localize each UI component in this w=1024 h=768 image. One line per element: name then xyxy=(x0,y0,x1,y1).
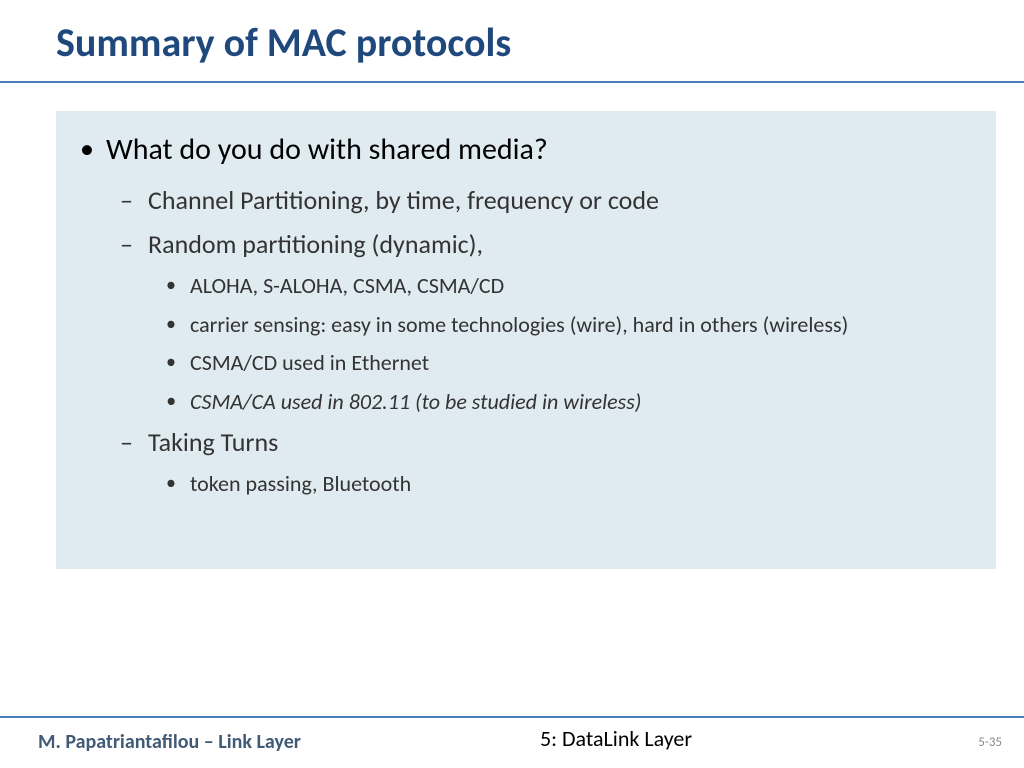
bullet-level2: Taking Turns xyxy=(76,426,976,458)
slide-title: Summary of MAC protocols xyxy=(0,0,1024,81)
slide-number: 5-35 xyxy=(978,735,1002,750)
footer-author: M. Papatriantafilou – Link Layer xyxy=(38,730,301,754)
slide: Summary of MAC protocols What do you do … xyxy=(0,0,1024,768)
bullet-level3: CSMA/CD used in Ethernet xyxy=(76,349,976,378)
bullet-level3: token passing, Bluetooth xyxy=(76,470,976,499)
bullet-level1: What do you do with shared media? xyxy=(76,131,976,168)
content-box: What do you do with shared media? Channe… xyxy=(56,111,996,569)
bullet-level2: Random partitioning (dynamic), xyxy=(76,228,976,260)
bullet-level3: ALOHA, S-ALOHA, CSMA, CSMA/CD xyxy=(76,272,976,301)
title-underline xyxy=(0,81,1024,83)
bullet-level3: carrier sensing: easy in some technologi… xyxy=(76,311,976,340)
footer-divider xyxy=(0,716,1024,718)
bullet-level2: Channel Partitioning, by time, frequency… xyxy=(76,184,976,216)
bullet-level3-italic: CSMA/CA used in 802.11 (to be studied in… xyxy=(76,388,976,417)
footer-chapter: 5: DataLink Layer xyxy=(540,725,692,752)
